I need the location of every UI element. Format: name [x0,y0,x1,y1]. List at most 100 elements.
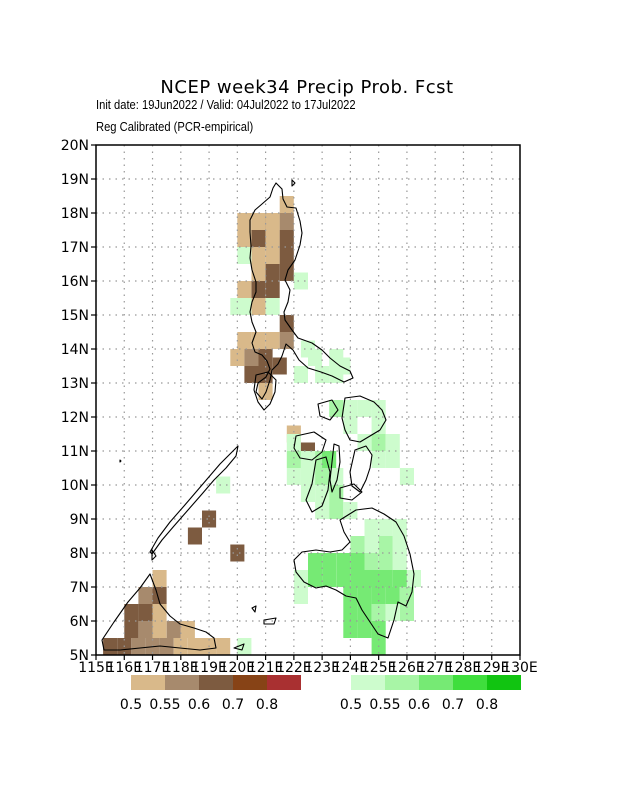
probability-cell [293,272,308,290]
probability-cell [293,366,308,383]
probability-cell [237,213,252,230]
probability-cell [385,587,400,604]
probability-cell [237,281,252,298]
probability-cell [152,604,167,621]
probability-cell [364,519,379,536]
probability-cell [329,400,344,417]
y-tick-label: 16N [61,274,89,290]
probability-cell [308,349,323,366]
wet-legend-swatch [351,675,385,690]
y-tick-label: 19N [61,172,89,188]
probability-cell [371,604,386,621]
probability-cell [251,281,266,298]
probability-cell [322,553,337,570]
y-tick-label: 5N [70,648,89,664]
probability-cell [293,587,308,604]
probability-cell [265,332,280,349]
probability-cell [343,604,358,621]
probability-cell [265,213,280,230]
probability-cells [103,196,421,655]
probability-cell [336,553,351,570]
probability-cell [322,451,337,468]
dry-legend-swatch [165,675,199,690]
y-tick-label: 13N [61,376,89,392]
probability-cell [279,230,294,247]
y-tick-label: 15N [61,308,89,324]
probability-cell [237,298,252,315]
y-tick-label: 6N [70,614,89,630]
probability-cell [286,451,301,468]
plot-frame [95,144,521,656]
probability-cell [258,383,273,400]
probability-cell [124,604,139,621]
probability-cell [187,638,202,655]
probability-cell [371,400,386,417]
y-tick-label: 17N [61,240,89,256]
x-tick-label: 126E [389,660,425,676]
probability-cell [350,536,365,553]
probability-cell [315,366,330,383]
probability-cell [279,213,294,230]
probability-cell [308,553,323,570]
wet-legend-label: 0.55 [369,697,400,713]
x-tick-label: 117E [135,660,171,676]
y-tick-label: 7N [70,580,89,596]
axis-labels: 5N 6N 7N 8N 9N 10N 11N 12N 13N 14N 15N 16N 17N 18N 19N… [61,138,538,676]
probability-cell [251,298,266,315]
x-tick-label: 128E [446,660,482,676]
probability-cell [399,604,414,621]
probability-cell [364,536,379,553]
dry-legend-swatch [199,675,233,690]
y-tick-label: 20N [61,138,89,154]
wet-legend-swatch [487,675,521,690]
dry-legend-label: 0.5 [120,697,142,713]
probability-cell [124,621,139,638]
probability-cell [371,621,386,638]
probability-cell [357,400,372,417]
dry-legend-label: 0.8 [256,697,278,713]
x-tick-label: 118E [163,660,199,676]
init-valid-dates: Init date: 19Jun2022 / Valid: 04Jul2022 … [96,97,356,112]
x-tick-label: 119E [191,660,227,676]
x-tick-label: 120E [220,660,256,676]
probability-cell [279,332,294,349]
probability-cell [251,213,266,230]
probability-cell [350,553,365,570]
probability-cell [357,434,372,451]
probability-cell [216,476,231,494]
y-tick-label: 14N [61,342,89,358]
probability-cell [187,527,202,545]
probability-cell [265,247,280,264]
probability-cell [237,638,252,655]
x-tick-label: 130E [502,660,538,676]
dry-legend-label: 0.7 [222,697,244,713]
y-tick-label: 10N [61,478,89,494]
map-title: NCEP week34 Precip Prob. Fcst [160,77,454,98]
probability-cell [385,604,400,621]
probability-cell [357,604,372,621]
y-tick-label: 11N [61,444,89,460]
probability-cell [251,230,266,247]
probability-cell [364,553,379,570]
wet-legend-swatch [453,675,487,690]
wet-legend-label: 0.5 [340,697,362,713]
probability-cell [279,196,294,213]
x-tick-label: 122E [276,660,312,676]
probability-cell [138,621,153,638]
probability-cell [265,281,280,298]
probability-cell [103,638,118,655]
wet-legend-label: 0.7 [442,697,464,713]
probability-cell [237,332,252,349]
probability-cell [392,527,407,545]
probability-cell [343,400,358,417]
wet-legend-swatch [385,675,419,690]
y-tick-label: 9N [70,512,89,528]
probability-cell [180,621,195,638]
x-tick-label: 124E [333,660,369,676]
probability-cell [385,451,400,468]
x-tick-label: 115E [78,660,114,676]
x-tick-label: 125E [361,660,397,676]
probability-cell [399,587,414,604]
probability-cell [251,264,266,281]
y-tick-label: 12N [61,410,89,426]
